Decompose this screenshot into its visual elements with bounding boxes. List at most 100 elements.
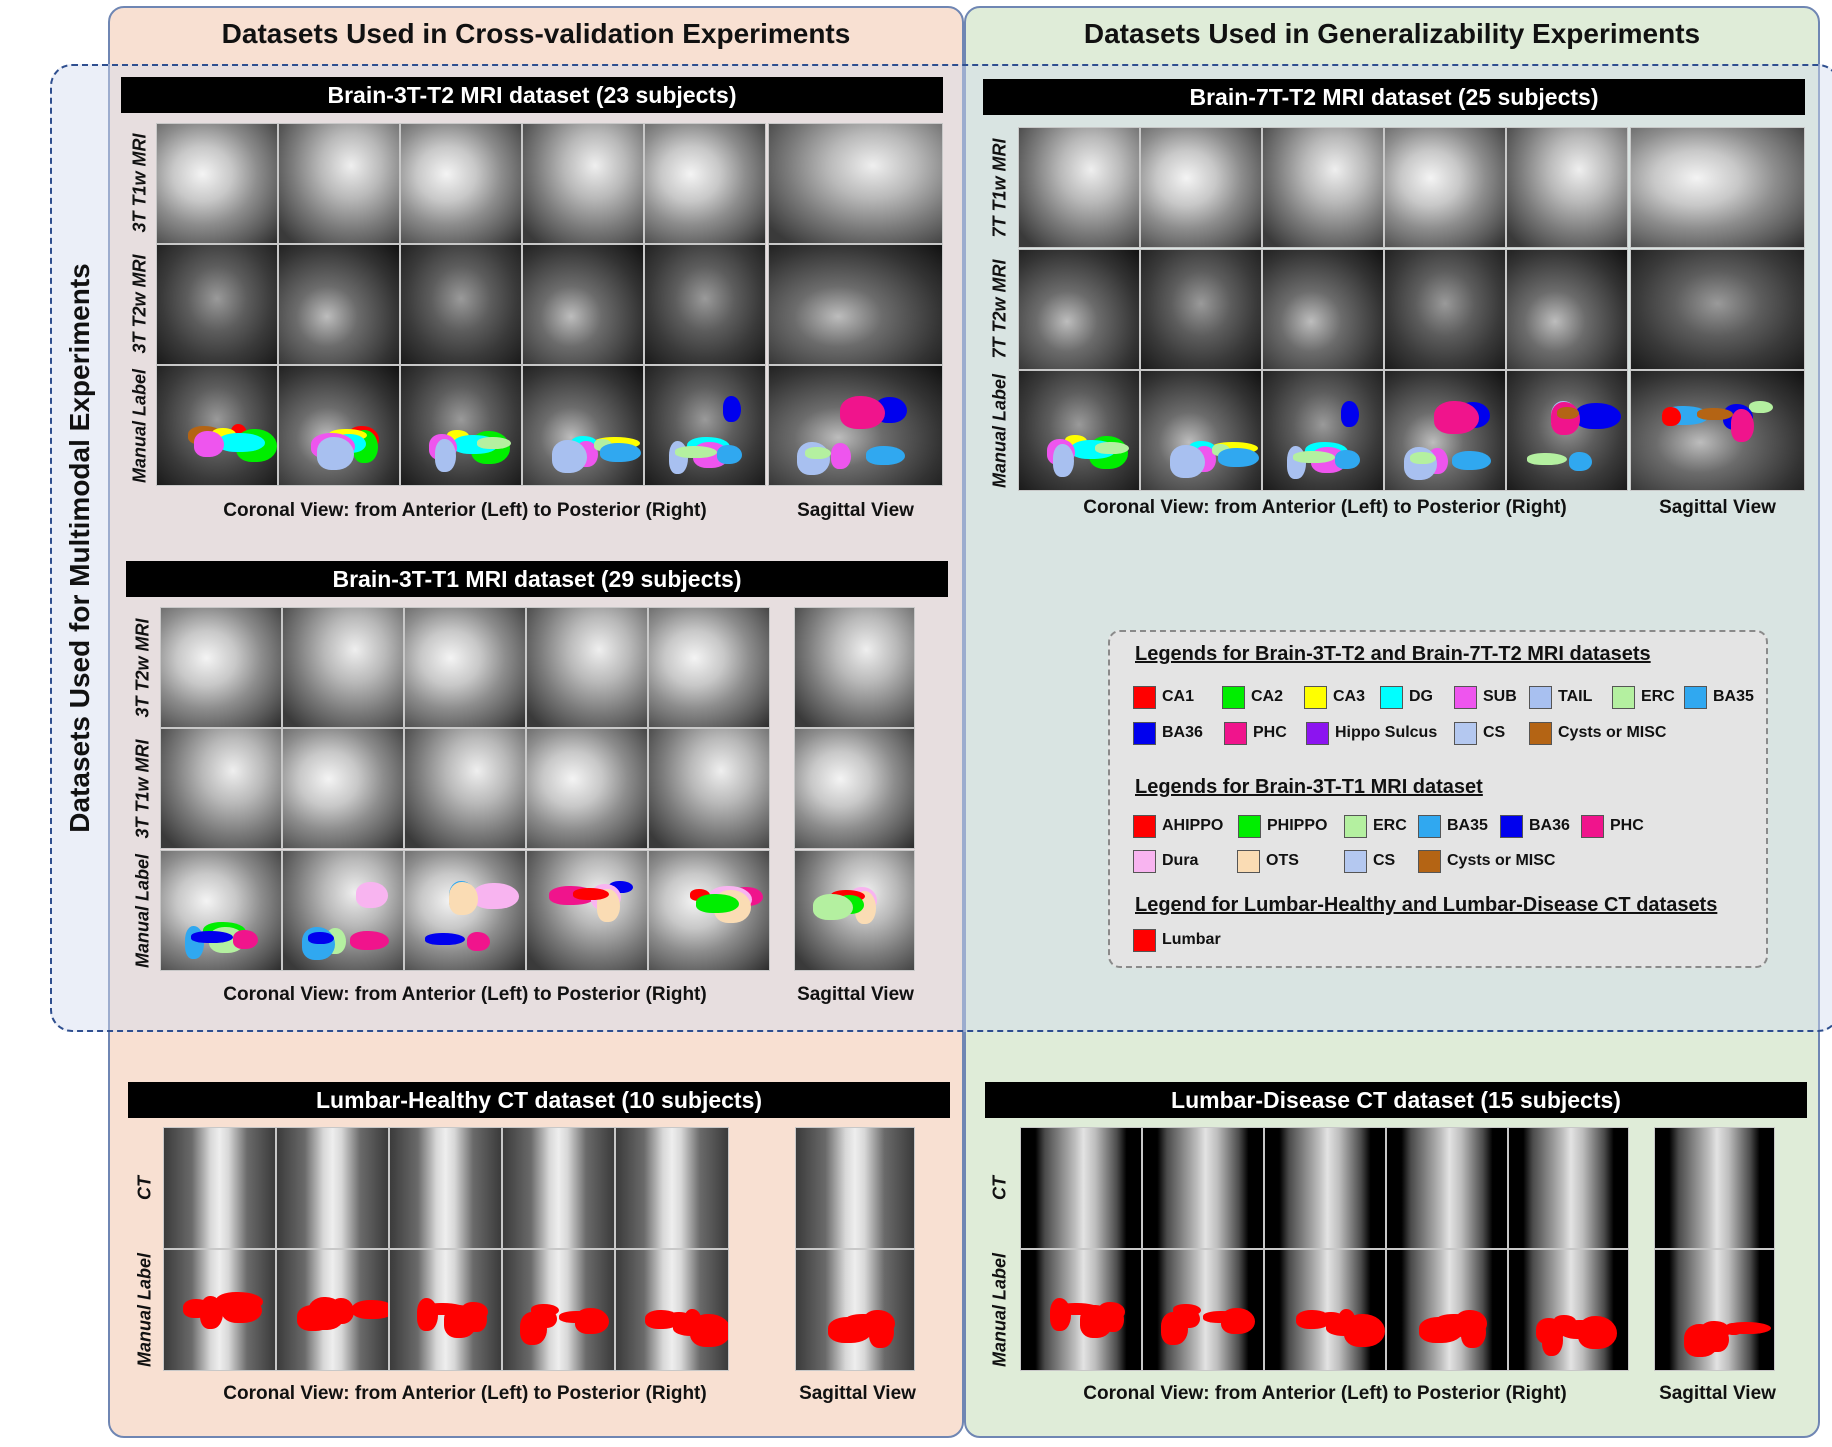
lumbar-disease-tile	[1508, 1127, 1629, 1249]
label-region	[194, 431, 225, 458]
legend-swatch	[1222, 685, 1245, 709]
brain-3t-t2-tile	[522, 365, 644, 486]
label-region	[1335, 449, 1360, 469]
legend-swatch	[1684, 685, 1707, 709]
lumbar-healthy-title: Lumbar-Healthy CT dataset (10 subjects)	[128, 1082, 950, 1118]
lumbar-healthy-tile	[389, 1127, 502, 1249]
brain-3t-t2-tile	[278, 244, 400, 365]
cross-validation-title: Datasets Used in Cross-validation Experi…	[221, 18, 851, 49]
legend-ct-item: Lumbar	[1133, 927, 1221, 953]
coronal-caption: Coronal View: from Anterior (Left) to Po…	[223, 500, 707, 521]
brain-3t-t2-tile	[156, 123, 278, 244]
brain-7t-t2-tile	[1384, 249, 1506, 370]
legend-swatch	[1612, 685, 1635, 709]
brain-3t-t2-tile	[768, 123, 943, 244]
legend-label: CA1	[1162, 688, 1195, 705]
brain-3t-t1-tile	[404, 850, 526, 971]
legend-label: Cysts or MISC	[1558, 724, 1667, 741]
label-region	[1683, 1324, 1719, 1358]
legend-swatch	[1133, 849, 1156, 873]
legend-t1-item: Cysts or MISC	[1418, 848, 1555, 874]
legend-t2-item: BA35	[1684, 684, 1754, 710]
brain-3t-t2-tile	[400, 123, 522, 244]
brain-7t-t2-tile	[1140, 249, 1262, 370]
brain-3t-t1-tile	[404, 728, 526, 849]
lumbar-healthy-tile	[276, 1249, 389, 1371]
label-region	[572, 887, 609, 900]
label-region	[1161, 1312, 1188, 1346]
label-region	[1410, 451, 1437, 464]
label-region	[675, 445, 717, 458]
brain-7t-t2-grid	[1018, 127, 1805, 492]
label-region	[296, 1305, 333, 1332]
label-region	[473, 883, 520, 910]
brain-7t-t2-tile	[1140, 127, 1262, 248]
legend-swatch	[1500, 814, 1523, 838]
lumbar-disease-tile	[1264, 1127, 1386, 1249]
legend-label: AHIPPO	[1162, 817, 1224, 834]
legend-swatch	[1238, 814, 1261, 838]
lumbar-disease-tile	[1654, 1249, 1775, 1371]
legend-t1-item: BA36	[1500, 813, 1570, 839]
legend-swatch	[1306, 721, 1329, 745]
legend-label: BA35	[1713, 688, 1754, 705]
label-region	[1560, 1319, 1606, 1339]
legend-swatch	[1454, 721, 1477, 745]
lumbar-disease-tile	[1508, 1249, 1629, 1371]
label-region	[308, 931, 335, 944]
brain-3t-t2-tile	[644, 365, 766, 486]
coronal-caption: Coronal View: from Anterior (Left) to Po…	[223, 984, 707, 1005]
brain-3t-t2-grid	[156, 123, 943, 487]
legend-swatch	[1344, 849, 1367, 873]
brain-3t-t2-tile	[522, 244, 644, 365]
label-region	[717, 444, 742, 464]
label-region	[865, 445, 905, 465]
brain-7t-t2-tile	[1506, 249, 1628, 370]
legend-t2-item: BA36	[1133, 720, 1203, 746]
legend-swatch	[1418, 849, 1441, 873]
label-region	[467, 931, 491, 951]
legend-swatch	[1454, 685, 1477, 709]
label-region	[1527, 453, 1568, 466]
brain-3t-t1-tile	[794, 850, 915, 971]
legend-t1-item: CS	[1344, 848, 1395, 874]
lumbar-healthy-tile	[389, 1249, 502, 1371]
legend-t1-item: OTS	[1237, 848, 1299, 874]
legend-label: ERC	[1641, 688, 1675, 705]
label-region	[1217, 448, 1259, 468]
legend-t1-item: PHC	[1581, 813, 1644, 839]
legend-label: Lumbar	[1162, 931, 1221, 948]
legend-label: BA36	[1162, 724, 1203, 741]
legend-t1-item: Dura	[1133, 848, 1198, 874]
lumbar-disease-tile	[1386, 1127, 1508, 1249]
label-region	[218, 432, 266, 452]
legend-t1-item: AHIPPO	[1133, 813, 1223, 839]
label-region	[805, 446, 832, 459]
brain-3t-t1-title: Brain-3T-T1 MRI dataset (29 subjects)	[126, 561, 948, 597]
legend-label: CA3	[1333, 688, 1366, 705]
label-region	[1094, 442, 1129, 455]
legend-t2-item: PHC	[1224, 720, 1287, 746]
legend-swatch	[1418, 814, 1441, 838]
lumbar-disease-tile	[1020, 1249, 1142, 1371]
brain-3t-t1-tile	[160, 728, 282, 849]
legend-swatch	[1133, 928, 1156, 952]
brain-3t-t1-tile	[648, 728, 770, 849]
legend-label: SUB	[1483, 688, 1517, 705]
legend-label: ERC	[1373, 817, 1407, 834]
legend-swatch	[1304, 685, 1327, 709]
legend-swatch	[1529, 685, 1552, 709]
brain-7t-t2-tile	[1262, 127, 1384, 248]
legend-heading-t2: Legends for Brain-3T-T2 and Brain-7T-T2 …	[1135, 643, 1651, 665]
legend-label: BA35	[1447, 817, 1488, 834]
sagittal-caption: Sagittal View	[1659, 497, 1776, 518]
legend-label: PHC	[1610, 817, 1644, 834]
brain-7t-t2-tile	[1018, 127, 1140, 248]
coronal-caption: Coronal View: from Anterior (Left) to Po…	[1083, 1383, 1567, 1404]
label-region	[356, 881, 389, 908]
brain-7t-t2-tile	[1140, 370, 1262, 491]
label-region	[205, 1300, 252, 1313]
label-region	[233, 929, 258, 949]
label-region	[434, 438, 456, 472]
label-region	[812, 893, 853, 920]
